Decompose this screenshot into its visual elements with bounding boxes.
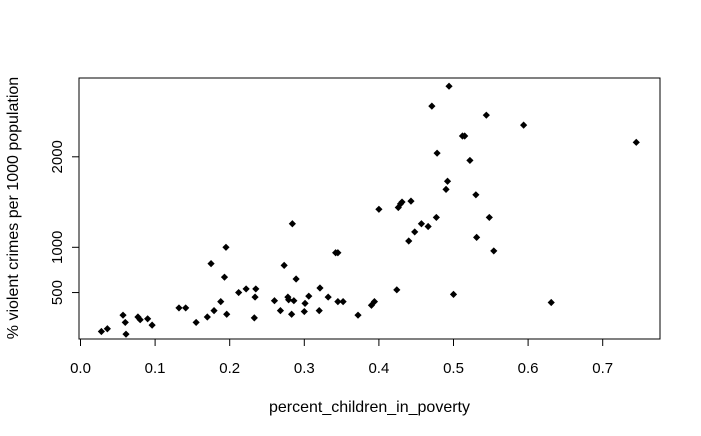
data-point bbox=[324, 293, 332, 301]
data-point bbox=[235, 288, 243, 297]
data-point bbox=[443, 177, 452, 185]
data-point bbox=[222, 243, 230, 251]
data-point bbox=[428, 102, 436, 110]
data-point bbox=[466, 156, 474, 165]
data-point bbox=[285, 296, 293, 304]
data-point bbox=[288, 220, 296, 228]
data-point bbox=[280, 261, 288, 269]
data-point bbox=[334, 298, 342, 306]
data-point bbox=[432, 213, 440, 222]
data-point bbox=[482, 111, 490, 119]
data-point bbox=[316, 284, 324, 292]
data-point bbox=[276, 307, 285, 315]
x-axis: 0.0 0.1 0.2 0.3 0.4 0.5 0.6 0.7 bbox=[70, 338, 613, 377]
data-point bbox=[473, 233, 481, 241]
y-tick-label: 500 bbox=[49, 280, 66, 305]
data-point bbox=[136, 316, 144, 324]
y-axis: 500 1000 2000 bbox=[49, 140, 80, 305]
x-tick-label: 0.6 bbox=[518, 360, 539, 377]
data-point bbox=[144, 315, 152, 323]
data-point bbox=[301, 299, 309, 308]
data-point bbox=[445, 82, 453, 90]
data-point bbox=[398, 198, 406, 206]
data-point bbox=[210, 307, 218, 315]
data-point bbox=[252, 285, 260, 293]
data-point bbox=[433, 149, 441, 157]
y-tick-label: 1000 bbox=[49, 231, 66, 264]
data-point bbox=[175, 304, 183, 312]
x-tick-label: 0.0 bbox=[70, 360, 91, 377]
data-point bbox=[220, 273, 229, 281]
data-point bbox=[122, 330, 130, 338]
data-point bbox=[292, 275, 300, 283]
data-point bbox=[472, 191, 480, 199]
data-point bbox=[300, 307, 308, 316]
data-point bbox=[393, 286, 401, 294]
data-point bbox=[315, 307, 323, 315]
data-points bbox=[97, 82, 640, 338]
y-tick-label: 2000 bbox=[49, 140, 66, 173]
data-point bbox=[121, 318, 129, 327]
data-point bbox=[242, 285, 250, 293]
data-point bbox=[305, 292, 313, 300]
data-point bbox=[251, 293, 259, 301]
data-point bbox=[203, 313, 211, 321]
data-point bbox=[442, 185, 450, 193]
data-point bbox=[547, 298, 555, 307]
x-axis-title: percent_children_in_poverty bbox=[269, 399, 470, 416]
data-point bbox=[354, 311, 362, 319]
data-point bbox=[375, 205, 383, 213]
data-point bbox=[250, 314, 258, 322]
data-point bbox=[207, 259, 215, 268]
x-tick-label: 0.3 bbox=[294, 360, 315, 377]
data-point bbox=[339, 298, 347, 306]
data-point bbox=[417, 220, 426, 228]
data-point bbox=[288, 310, 296, 318]
data-point bbox=[148, 321, 156, 329]
data-point bbox=[407, 197, 415, 205]
x-tick-label: 0.5 bbox=[443, 360, 464, 377]
data-point bbox=[217, 298, 225, 306]
data-point bbox=[461, 132, 469, 140]
data-point bbox=[270, 297, 279, 305]
data-point bbox=[192, 318, 200, 327]
data-point bbox=[520, 121, 528, 129]
data-point bbox=[449, 290, 458, 298]
data-point bbox=[424, 222, 432, 231]
data-point bbox=[223, 310, 231, 318]
x-tick-label: 0.4 bbox=[368, 360, 389, 377]
data-point bbox=[182, 304, 190, 312]
plot-frame bbox=[78, 77, 661, 340]
data-point bbox=[632, 138, 640, 146]
data-point bbox=[485, 213, 493, 222]
y-axis-title: % violent crimes per 1000 population bbox=[5, 77, 22, 339]
data-point bbox=[334, 249, 342, 257]
data-point bbox=[405, 237, 413, 245]
x-tick-label: 0.1 bbox=[145, 360, 166, 377]
data-point bbox=[97, 327, 105, 336]
x-tick-label: 0.2 bbox=[219, 360, 240, 377]
data-point bbox=[394, 203, 402, 212]
data-point bbox=[411, 228, 419, 236]
data-point bbox=[119, 311, 127, 319]
data-point bbox=[490, 247, 498, 255]
data-point bbox=[134, 313, 142, 321]
x-tick-label: 0.7 bbox=[592, 360, 613, 377]
data-point bbox=[103, 325, 111, 333]
data-point bbox=[370, 298, 379, 306]
data-point bbox=[290, 297, 298, 305]
